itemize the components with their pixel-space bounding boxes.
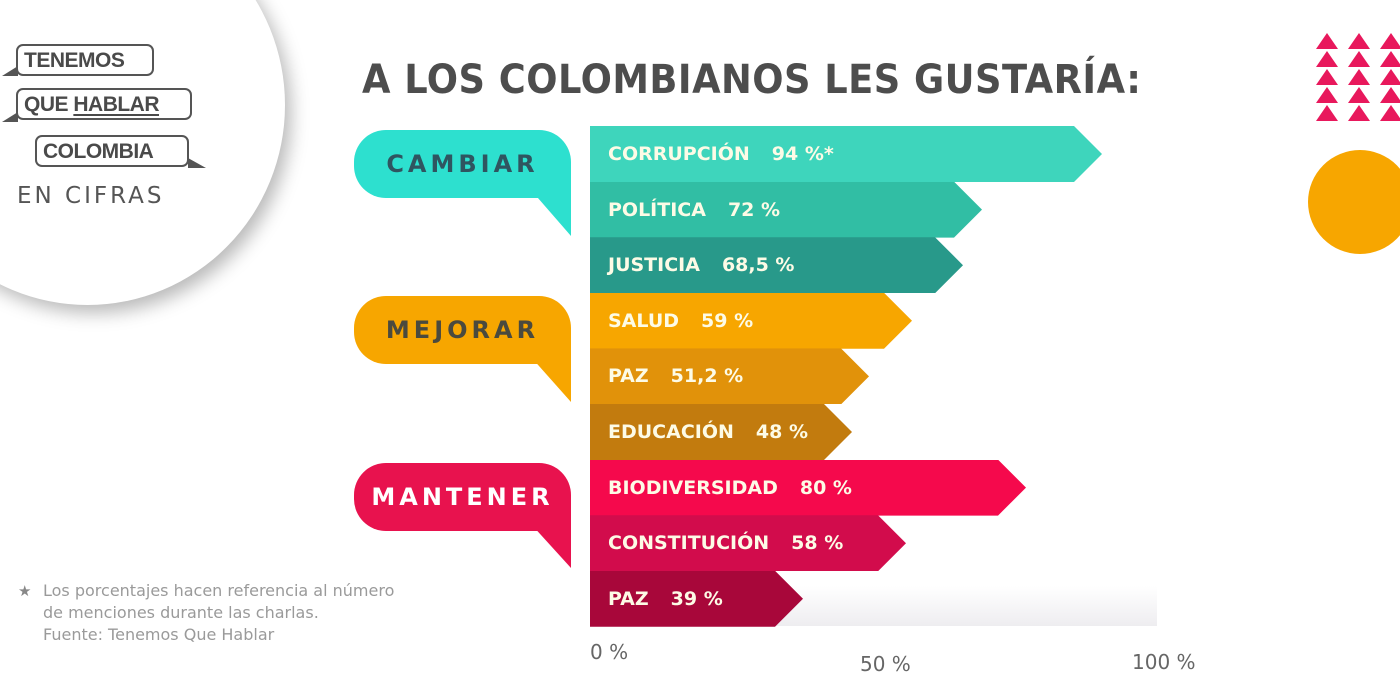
logo-text-colombia: COLOMBIA — [43, 140, 154, 163]
logo-subtitle: EN CIFRAS — [17, 183, 165, 209]
bar-paz: PAZ 39 % — [590, 570, 803, 627]
speech-bubble-tail — [2, 112, 18, 122]
bar-value: 72 % — [727, 198, 781, 221]
category-bubble-mejorar: MEJORAR — [354, 296, 571, 364]
bar-value: 59 % — [701, 309, 754, 332]
category-label-cambiar: CAMBIAR — [386, 150, 539, 178]
bar-label: SALUD — [608, 309, 680, 332]
chart-title: A LOS COLOMBIANOS LES GUSTARÍA: — [362, 57, 1142, 103]
bar-label: CORRUPCIÓN — [608, 143, 750, 165]
bar-value: 58 % — [791, 532, 844, 555]
triangle-icon — [1380, 69, 1400, 85]
bar-value: 80 % — [799, 476, 852, 499]
bar-label: BIODIVERSIDAD — [608, 476, 778, 499]
logo-bubble-que-hablar: QUE HABLAR — [16, 88, 192, 120]
triangle-icon — [1348, 33, 1370, 49]
footnote: ★ Los porcentajes hacen referencia al nú… — [18, 580, 394, 646]
triangle-icon — [1316, 51, 1338, 67]
bar-corrupcion: CORRUPCIÓN 94 %* — [590, 126, 1102, 182]
category-label-mejorar: MEJORAR — [385, 316, 540, 344]
x-tick-50: 50 % — [860, 652, 911, 676]
logo-text-tenemos: TENEMOS — [24, 49, 125, 72]
footnote-source: Fuente: Tenemos Que Hablar — [43, 625, 275, 644]
triangle-icon — [1380, 105, 1400, 121]
asterisk-icon: ★ — [18, 582, 32, 600]
logo-text-que: QUE — [24, 93, 69, 116]
speech-bubble-tail — [2, 66, 18, 76]
bar-label: POLÍTICA — [608, 198, 706, 221]
bar-paz: PAZ 51,2 % — [590, 348, 869, 405]
bar-educacion: EDUCACIÓN 48 % — [590, 404, 852, 460]
bar-salud: SALUD 59 % — [590, 292, 912, 349]
logo-bubble-colombia: COLOMBIA — [35, 135, 189, 167]
logo-text-hablar: HABLAR — [73, 93, 160, 116]
bar-constitucion: CONSTITUCIÓN 58 % — [590, 515, 906, 572]
bar-politica: POLÍTICA 72 % — [590, 181, 982, 238]
logo-bubble-tenemos: TENEMOS — [16, 44, 154, 76]
logo: TENEMOS QUE HABLAR COLOMBIA EN CIFRAS — [0, 38, 230, 213]
triangle-icon — [1380, 87, 1400, 103]
triangle-icon — [1348, 51, 1370, 67]
bar-value: 94 %* — [771, 143, 834, 165]
bar-label: EDUCACIÓN — [608, 421, 734, 443]
triangle-icon — [1316, 87, 1338, 103]
category-bubble-mantener: MANTENER — [354, 463, 571, 531]
speech-bubble-tail — [188, 158, 206, 168]
category-bubble-cambiar: CAMBIAR — [354, 130, 571, 198]
bar-value: 51,2 % — [670, 365, 744, 388]
triangle-icon — [1316, 105, 1338, 121]
bar-label: PAZ — [608, 587, 649, 610]
footnote-line-1: Los porcentajes hacen referencia al núme… — [43, 581, 395, 600]
triangle-icon — [1348, 69, 1370, 85]
bar-value: 39 % — [670, 587, 723, 610]
triangle-pattern-decoration — [1316, 33, 1400, 123]
category-label-mantener: MANTENER — [371, 483, 554, 511]
x-tick-0: 0 % — [590, 640, 629, 664]
bar-value: 68,5 % — [721, 254, 795, 277]
triangle-icon — [1316, 33, 1338, 49]
bar-justicia: JUSTICIA 68,5 % — [590, 237, 963, 294]
bar-biodiversidad: BIODIVERSIDAD 80 % — [590, 459, 1026, 516]
bar-label: PAZ — [608, 365, 649, 388]
bar-value: 48 % — [755, 421, 808, 443]
x-tick-100: 100 % — [1132, 650, 1196, 674]
footnote-line-2: de menciones durante las charlas. — [43, 603, 319, 622]
triangle-icon — [1348, 87, 1370, 103]
triangle-icon — [1316, 69, 1338, 85]
orange-circle-decoration — [1308, 150, 1400, 254]
bar-label: CONSTITUCIÓN — [608, 532, 770, 555]
triangle-icon — [1348, 105, 1370, 121]
triangle-icon — [1380, 51, 1400, 67]
triangle-icon — [1380, 33, 1400, 49]
bar-label: JUSTICIA — [608, 254, 700, 277]
